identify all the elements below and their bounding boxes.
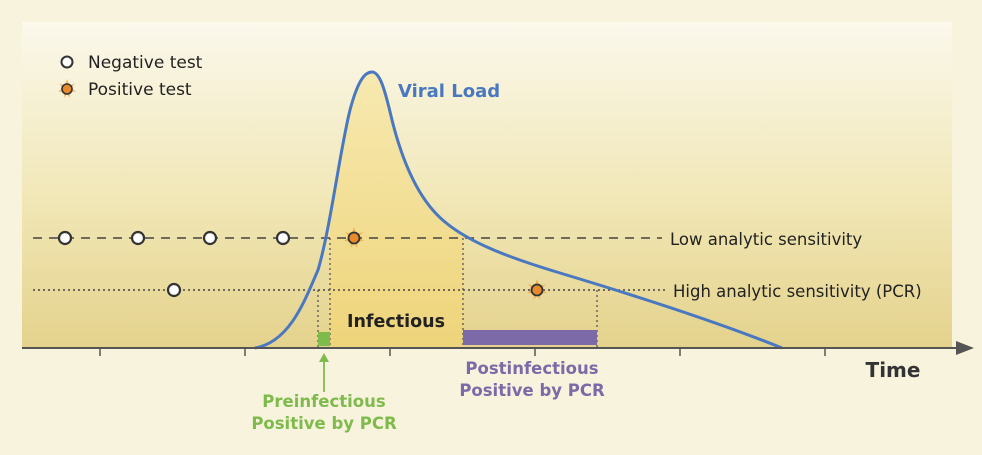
- axis-ticks: [99, 348, 826, 356]
- preinfectious-label-line2: Positive by PCR: [251, 414, 397, 433]
- preinfectious-label-line1: Preinfectious: [262, 392, 386, 411]
- region-dividers: [317, 238, 598, 348]
- legend-positive-label: Positive test: [88, 80, 192, 100]
- negative-test-marker: [275, 230, 291, 246]
- viral-load-curve: [254, 70, 783, 350]
- preinfectious-bar: [318, 332, 330, 346]
- postinfectious-bar: [463, 330, 597, 345]
- legend: Negative test Positive test: [58, 53, 203, 100]
- legend-negative-label: Negative test: [88, 53, 203, 73]
- time-axis-arrow: [956, 341, 974, 355]
- postinfectious-label-line1: Postinfectious: [465, 359, 598, 378]
- negative-test-marker: [166, 282, 182, 298]
- infectious-area: [330, 72, 464, 348]
- negative-test-marker: [130, 230, 146, 246]
- high-sensitivity-label: High analytic sensitivity (PCR): [673, 282, 922, 301]
- legend-negative-icon: [60, 55, 74, 69]
- viral-load-label: Viral Load: [398, 81, 500, 102]
- negative-test-marker: [202, 230, 218, 246]
- positive-test-marker: [344, 227, 364, 248]
- postinfectious-label-line2: Positive by PCR: [459, 381, 605, 400]
- negative-test-markers: [57, 230, 291, 298]
- positive-test-marker: [527, 279, 547, 300]
- legend-positive-icon: [58, 79, 76, 98]
- infectious-label: Infectious: [347, 312, 445, 332]
- time-axis-label: Time: [866, 358, 921, 382]
- low-sensitivity-label: Low analytic sensitivity: [670, 230, 862, 249]
- preinfectious-arrow-head: [319, 353, 329, 362]
- positive-test-markers: [344, 227, 547, 300]
- negative-test-marker: [57, 230, 73, 246]
